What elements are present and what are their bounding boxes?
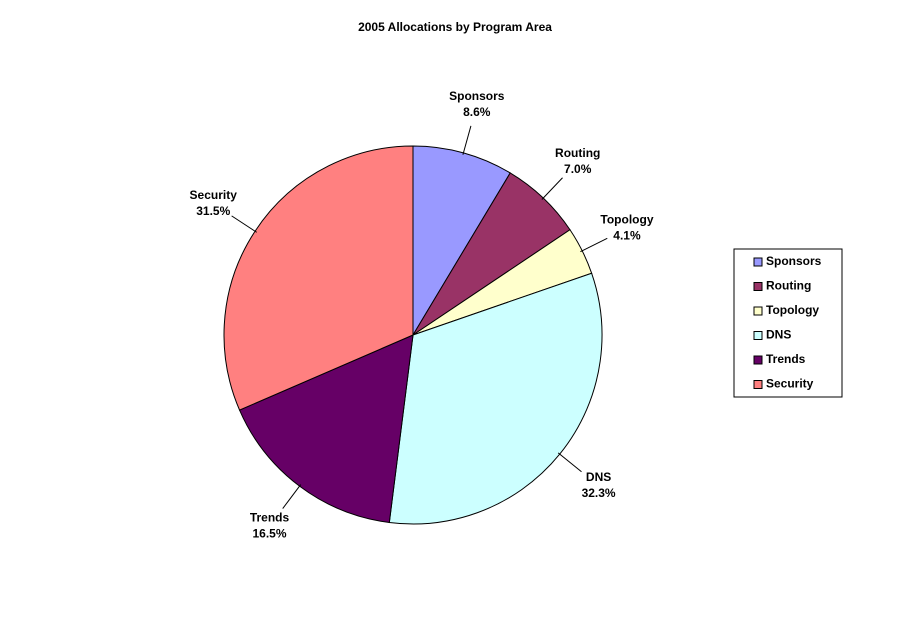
legend-swatch — [753, 355, 763, 365]
leader-line — [231, 215, 257, 233]
chart-title: 2005 Allocations by Program Area — [358, 20, 552, 34]
slice-label: Topology — [600, 213, 653, 227]
legend-swatch — [753, 257, 763, 267]
leader-line — [580, 237, 608, 253]
leader-line — [541, 177, 563, 200]
slice-label: DNS — [586, 470, 611, 484]
leader-line — [462, 125, 472, 155]
slice-value-label: 31.5% — [196, 204, 230, 218]
legend-label: DNS — [766, 328, 791, 342]
slice-label: Trends — [250, 510, 290, 524]
legend-label: Trends — [766, 352, 806, 366]
legend-swatch — [753, 380, 763, 389]
legend-swatch — [753, 306, 763, 316]
legend-box — [733, 248, 843, 398]
slice-label: Sponsors — [449, 89, 505, 103]
slice-value-label: 32.3% — [582, 486, 616, 500]
slice-label: Security — [190, 188, 238, 202]
legend-label: Sponsors — [766, 254, 822, 268]
slice-value-label: 7.0% — [564, 162, 592, 176]
legend-label: Topology — [766, 303, 819, 317]
leader-line — [282, 484, 302, 509]
slice-value-label: 4.1% — [613, 229, 641, 243]
legend-swatch — [753, 282, 763, 291]
slice-value-label: 16.5% — [252, 526, 286, 540]
slice-value-label: 8.6% — [463, 105, 491, 119]
leader-line — [557, 452, 582, 473]
legend-label: Routing — [766, 279, 811, 293]
legend-swatch — [753, 331, 763, 340]
legend-label: Security — [766, 377, 814, 391]
slice-label: Routing — [555, 146, 600, 160]
